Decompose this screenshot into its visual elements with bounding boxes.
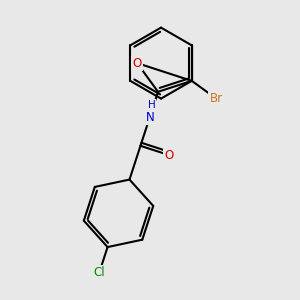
Text: N: N: [146, 111, 154, 124]
Text: H: H: [148, 100, 155, 110]
Text: Cl: Cl: [94, 266, 105, 279]
Text: O: O: [164, 148, 174, 162]
Text: Br: Br: [210, 92, 223, 105]
Text: O: O: [133, 57, 142, 70]
